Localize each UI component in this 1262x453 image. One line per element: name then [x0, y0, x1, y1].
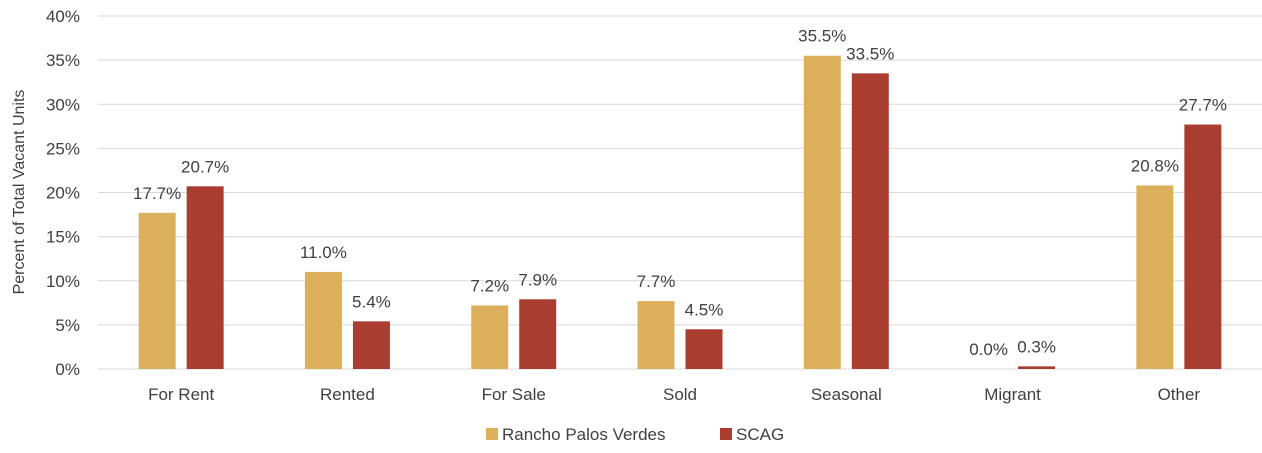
x-tick-label: For Sale	[482, 385, 546, 404]
y-tick-label: 0%	[55, 360, 80, 379]
data-label: 0.0%	[969, 340, 1008, 359]
data-label: 20.8%	[1131, 156, 1179, 175]
data-label: 33.5%	[846, 44, 894, 63]
y-tick-label: 10%	[46, 272, 80, 291]
bar-scag	[851, 73, 889, 370]
data-label: 4.5%	[685, 300, 724, 319]
x-tick-label: Other	[1158, 385, 1201, 404]
bar-rancho-palos-verdes	[138, 212, 176, 369]
legend-swatch	[486, 428, 498, 440]
gridlines	[98, 15, 1262, 370]
data-label: 11.0%	[300, 243, 347, 262]
x-tick-label: Seasonal	[811, 385, 882, 404]
legend-label: Rancho Palos Verdes	[502, 425, 666, 444]
y-tick-label: 40%	[46, 7, 80, 26]
data-label: 0.3%	[1017, 337, 1056, 356]
y-tick-label: 15%	[46, 228, 80, 247]
data-label: 20.7%	[181, 157, 229, 176]
x-axis-ticks: For Rent Rented For Sale Sold Seasonal Migran…	[148, 385, 1200, 404]
bar-rancho-palos-verdes	[1136, 185, 1174, 369]
y-tick-label: 20%	[46, 184, 80, 203]
data-labels: 17.7%20.7% 11.0% 5.4% 7.2% 7.9% 7.7% 4.5% 35.5%…	[133, 27, 1227, 359]
data-label: 7.9%	[518, 270, 557, 289]
data-label: 7.2%	[470, 276, 509, 295]
data-label: 35.5%	[798, 27, 846, 46]
x-tick-label: Migrant	[984, 385, 1041, 404]
y-axis-label: Percent of Total Vacant Units	[11, 90, 28, 295]
bar-scag	[519, 299, 557, 369]
y-tick-label: 25%	[46, 139, 80, 158]
data-label: 7.7%	[637, 272, 676, 291]
legend-label: SCAG	[736, 425, 784, 444]
bar-scag	[1018, 366, 1056, 369]
y-tick-label: 30%	[46, 95, 80, 114]
data-label: 27.7%	[1179, 96, 1227, 115]
bar-scag	[1184, 124, 1222, 369]
y-tick-label: 5%	[55, 316, 80, 335]
bars	[138, 55, 1222, 370]
bar-rancho-palos-verdes	[637, 301, 675, 369]
data-label: 5.4%	[352, 292, 391, 311]
bar-rancho-palos-verdes	[803, 55, 841, 370]
bar-scag	[685, 329, 723, 369]
bar-scag	[352, 321, 390, 369]
bar-scag	[186, 186, 224, 369]
x-tick-label: For Rent	[148, 385, 214, 404]
bar-rancho-palos-verdes	[304, 271, 342, 369]
y-tick-label: 35%	[46, 51, 80, 70]
y-axis-ticks: 0% 5% 10% 15% 20% 25% 30% 35% 40%	[46, 7, 80, 379]
bar-rancho-palos-verdes	[471, 305, 509, 369]
legend: Rancho Palos Verdes SCAG	[486, 425, 784, 444]
data-label: 17.7%	[133, 184, 181, 203]
x-tick-label: Sold	[663, 385, 697, 404]
legend-swatch	[720, 428, 732, 440]
x-tick-label: Rented	[320, 385, 375, 404]
